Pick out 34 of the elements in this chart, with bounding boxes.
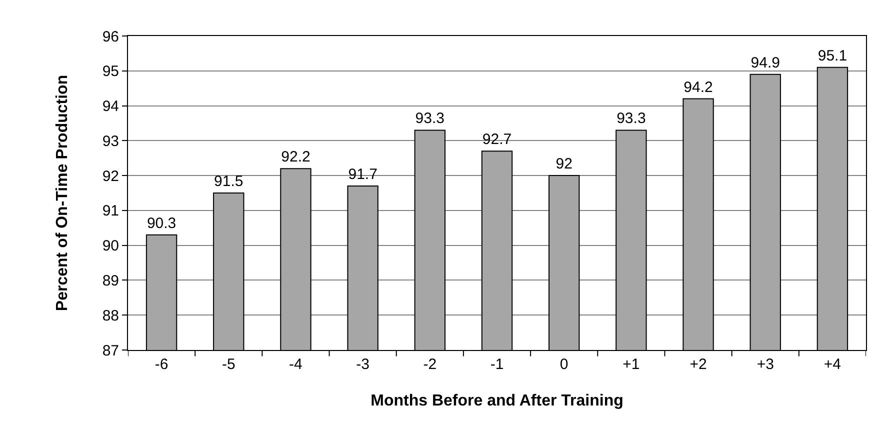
data-label: 95.1 — [818, 47, 848, 64]
data-label: 94.2 — [684, 78, 713, 96]
x-tick-label: +4 — [824, 356, 842, 373]
x-tick-label: +3 — [756, 356, 774, 373]
data-label: 93.3 — [415, 110, 445, 128]
data-label: 90.3 — [146, 214, 176, 232]
x-tick-label: -4 — [289, 356, 302, 373]
y-tick-label: 96 — [102, 28, 119, 46]
x-tick-label: 0 — [560, 356, 568, 373]
data-label: 91.5 — [214, 173, 244, 190]
data-label: 92.7 — [482, 131, 512, 148]
x-tick-label: -5 — [222, 356, 236, 373]
y-tick-label: 94 — [102, 98, 119, 116]
x-tick-label: -2 — [423, 356, 437, 373]
x-tick-label: -3 — [356, 356, 370, 373]
y-tick-label: 89 — [102, 272, 119, 290]
data-label: 93.3 — [616, 110, 646, 128]
y-axis-title: Percent of On-Time Production — [54, 74, 72, 312]
data-label: 92 — [556, 156, 572, 173]
x-tick-label: -1 — [490, 356, 504, 373]
x-tick-label: +1 — [622, 356, 640, 373]
y-tick-label: 87 — [102, 342, 119, 360]
y-tick-label: 93 — [102, 132, 119, 150]
data-label: 92.2 — [281, 148, 310, 166]
y-tick-label: 95 — [102, 63, 119, 80]
y-tick-label: 90 — [102, 238, 119, 255]
x-tick-label: -6 — [154, 356, 168, 373]
y-tick-label: 91 — [102, 202, 119, 220]
data-label: 91.7 — [348, 166, 378, 184]
x-axis-title: Months Before and After Training — [370, 392, 624, 410]
y-tick-label: 92 — [102, 168, 119, 185]
y-tick-label: 88 — [102, 307, 119, 324]
x-tick-label: +2 — [690, 356, 707, 373]
data-label: 94.9 — [750, 54, 780, 72]
